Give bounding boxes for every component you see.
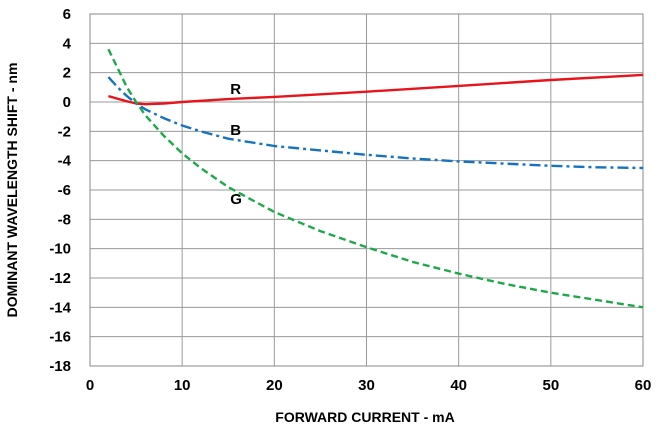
plot-area-border	[89, 13, 644, 367]
y-tick-label: 2	[63, 65, 71, 82]
y-tick-label: -4	[58, 153, 72, 170]
x-tick-label: 10	[174, 377, 191, 394]
y-tick-labels: 6 4 2 0 -2 -4 -6 -8 -10 -12 -14 -16 -18	[49, 6, 71, 375]
x-tick-label: 60	[635, 377, 652, 394]
x-tick-label: 40	[450, 377, 467, 394]
x-tick-labels: 0 10 20 30 40 50 60	[86, 377, 652, 394]
series-line-r	[108, 73, 644, 106]
series-line-b	[107, 76, 644, 170]
series-annotations: R B G	[230, 81, 242, 208]
y-tick-label: -10	[49, 241, 71, 258]
grid	[89, 13, 644, 367]
x-tick-label: 30	[358, 377, 375, 394]
y-tick-label: -12	[49, 270, 71, 287]
series-label-b: B	[230, 122, 241, 139]
x-tick-label: 20	[266, 377, 283, 394]
series-label-r: R	[230, 81, 241, 98]
series-label-g: G	[230, 191, 242, 208]
y-tick-label: 0	[63, 94, 71, 111]
y-tick-label: 6	[63, 6, 71, 23]
x-axis-title: FORWARD CURRENT - mA	[275, 409, 454, 425]
series-line-g	[107, 48, 644, 309]
y-tick-label: -16	[49, 329, 71, 346]
y-tick-label: -2	[58, 123, 71, 140]
y-tick-label: -18	[49, 358, 71, 375]
y-tick-label: -8	[58, 211, 71, 228]
series-lines	[107, 48, 644, 309]
x-tick-label: 50	[542, 377, 559, 394]
y-tick-label: 4	[63, 35, 72, 52]
y-tick-label: -6	[58, 182, 71, 199]
y-axis-title: DOMINANT WAVELENGTH SHIFT - nm	[4, 63, 20, 318]
x-tick-label: 0	[86, 377, 94, 394]
y-tick-label: -14	[49, 299, 71, 316]
